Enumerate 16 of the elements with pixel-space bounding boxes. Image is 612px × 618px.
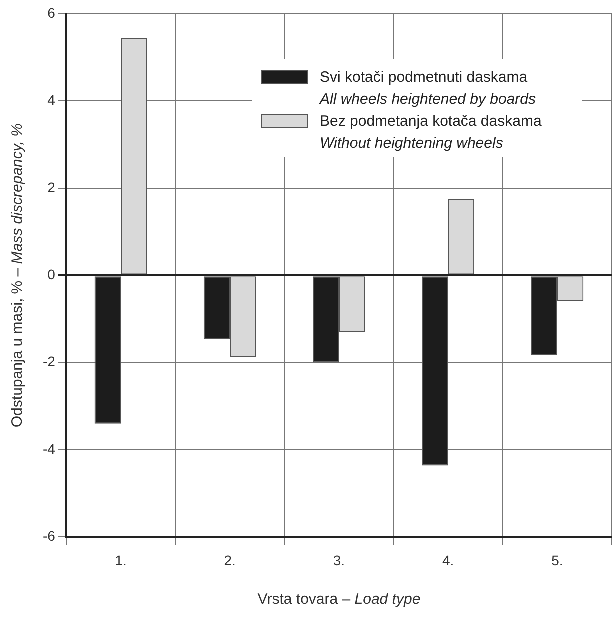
- y-tick-label: -4: [42, 440, 56, 457]
- x-tick-label: 4.: [442, 552, 454, 568]
- legend-label: Bez podmetanja kotača daskama Without heightening wheels: [320, 113, 542, 152]
- y-tick-label: -6: [42, 528, 56, 544]
- y-tick-label: 6: [48, 4, 56, 21]
- y-axis-title: Odstupanja u masi, % – Mass discrepancy, %: [9, 124, 26, 428]
- y-tick-label: -2: [42, 354, 56, 370]
- x-tick-label: 1.: [115, 552, 127, 568]
- legend-label: Svi kotači podmetnuti daskama All wheels heightened by boards: [319, 69, 536, 108]
- x-tick-label: 2.: [224, 552, 236, 568]
- x-tick-label: 5.: [552, 552, 564, 568]
- y-tick-label: 4: [48, 92, 56, 108]
- y-tick-label: 0: [48, 266, 56, 282]
- y-tick-label: 2: [48, 179, 56, 196]
- x-axis-title: Vrsta tovara – Load type: [258, 591, 421, 608]
- x-tick-label: 3.: [333, 552, 346, 568]
